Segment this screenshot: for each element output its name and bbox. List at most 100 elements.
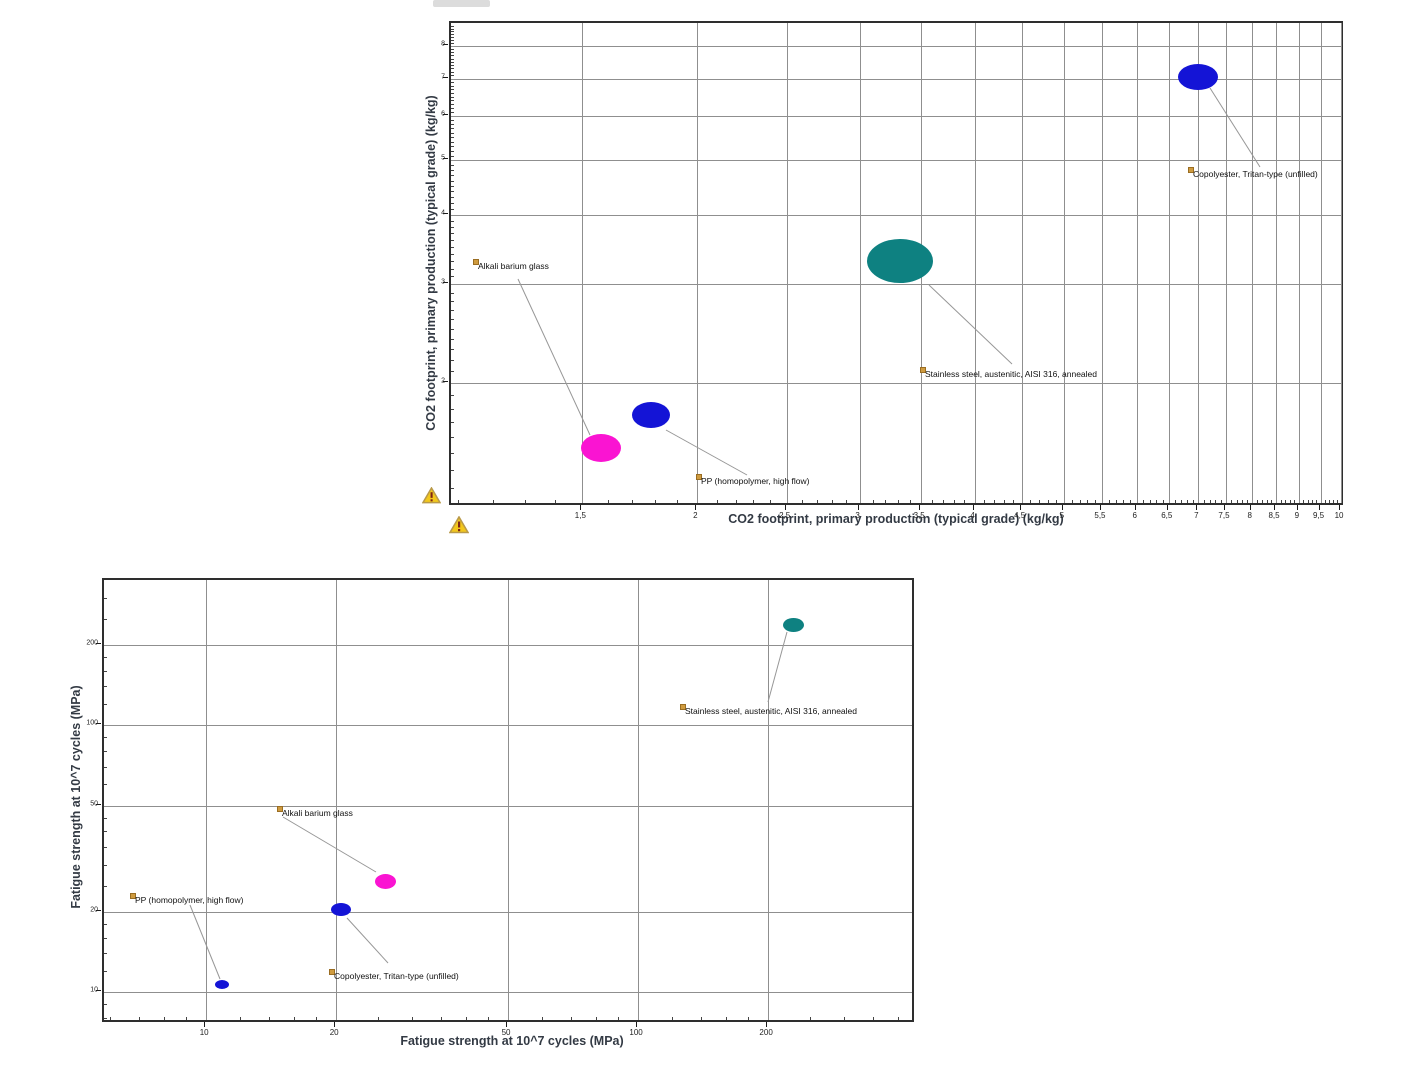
x-axis-major-tick [1134,505,1136,510]
x-axis-minor-tick [1079,500,1081,503]
bubble-alkali-barium-glass[interactable] [374,874,396,890]
label-marker-copolyester-tritan-type-unfilled [1188,167,1194,173]
x-axis-minor-tick [1303,500,1305,503]
warning-triangle-icon[interactable] [421,486,442,509]
x-axis-minor-tick [618,1017,620,1020]
x-axis-tick-label: 8 [1247,511,1253,520]
y-axis-minor-tick [451,61,454,63]
y-axis-tick-label: 6 [441,110,445,118]
material-label-pp-homopolymer-high-flow[interactable]: PP (homopolymer, high flow) [701,476,810,486]
y-axis-minor-tick [451,108,454,110]
bubble-copolyester-tritan-type-unfilled[interactable] [1178,63,1219,90]
material-label-copolyester-tritan-type-unfilled[interactable]: Copolyester, Tritan-type (unfilled) [1193,169,1318,179]
y-axis-minor-tick [104,766,107,768]
material-label-alkali-barium-glass[interactable]: Alkali barium glass [282,808,353,818]
x-axis-minor-tick [110,1017,112,1020]
x-axis-minor-tick [1055,500,1057,503]
material-label-pp-homopolymer-high-flow[interactable]: PP (homopolymer, high flow) [135,895,244,905]
y-axis-minor-tick [451,100,454,102]
gridline [1063,23,1065,503]
y-axis-minor-tick [451,71,454,73]
y-axis-minor-tick [451,268,454,270]
bubble-stainless-steel-austenitic-aisi-316-annealed[interactable] [783,617,804,632]
x-axis-minor-tick [735,500,737,503]
gridline [1320,23,1322,503]
bubble-pp-homopolymer-high-flow[interactable] [631,402,670,429]
y-axis-minor-tick [104,953,107,955]
bubble-alkali-barium-glass[interactable] [580,433,621,462]
gridline [1276,23,1278,503]
y-axis-minor-tick [451,52,454,54]
x-axis-tick-label: 8,5 [1268,511,1280,520]
gridline [974,23,976,503]
x-axis-major-tick [784,505,786,510]
y-axis-minor-tick [451,31,454,33]
material-label-stainless-steel-austenitic-aisi-316-annealed[interactable]: Stainless steel, austenitic, AISI 316, a… [925,369,1098,379]
x-axis-major-tick [1296,505,1298,510]
material-label-copolyester-tritan-type-unfilled[interactable]: Copolyester, Tritan-type (unfilled) [334,971,459,981]
x-axis-minor-tick [1087,500,1089,503]
label-marker-pp-homopolymer-high-flow [130,893,136,899]
material-label-stainless-steel-austenitic-aisi-316-annealed[interactable]: Stainless steel, austenitic, AISI 316, a… [685,706,858,716]
x-axis-minor-tick [672,1017,674,1020]
x-axis-major-tick [506,1022,508,1027]
x-axis-minor-tick [1324,500,1326,503]
gridline [859,23,861,503]
x-axis-minor-tick [525,500,527,503]
x-axis-minor-tick [1231,500,1233,503]
y-axis-minor-tick [451,348,454,350]
x-axis-minor-tick [873,1017,875,1020]
x-axis-major-tick [972,505,974,510]
x-axis-minor-tick [1328,500,1330,503]
bubble-pp-homopolymer-high-flow[interactable] [215,979,230,989]
x-axis-minor-tick [1215,500,1217,503]
callout-line-copolyester-tritan-type-unfilled [346,917,389,964]
y-axis-minor-tick [104,1004,107,1006]
y-axis-minor-tick [104,597,107,599]
x-axis-minor-tick [1130,500,1132,503]
x-axis-minor-tick [1289,500,1291,503]
y-axis-minor-tick [104,817,107,819]
material-label-alkali-barium-glass[interactable]: Alkali barium glass [478,261,549,271]
y-axis-minor-tick [451,68,454,70]
bubble-stainless-steel-austenitic-aisi-316-annealed[interactable] [867,239,934,284]
x-axis-tick-label: 20 [329,1028,339,1037]
x-axis-minor-tick [1236,500,1238,503]
x-axis-major-tick [334,1022,336,1027]
fatigue-chart-plot-area: PP (homopolymer, high flow) Copolyester, … [102,578,914,1022]
y-axis-minor-tick [451,196,454,198]
y-axis-minor-tick [104,864,107,866]
x-axis-major-tick [1196,505,1198,510]
x-axis-major-tick [1318,505,1320,510]
warning-triangle-icon[interactable] [448,515,470,539]
y-axis-minor-tick [104,924,107,926]
x-axis-major-tick [1339,505,1341,510]
y-axis-minor-tick [104,737,107,739]
y-axis-minor-tick [104,784,107,786]
y-axis-minor-tick [451,28,454,30]
x-axis-major-tick [695,505,697,510]
x-axis-minor-tick [1312,500,1313,503]
gridline [104,805,912,807]
x-axis-major-tick [919,505,921,510]
y-axis-minor-tick [451,120,454,122]
x-axis-minor-tick [845,500,847,503]
y-axis-tick-label: 10 [90,986,98,994]
y-axis-minor-tick [451,141,454,143]
gridline [1198,23,1200,503]
x-axis-minor-tick [994,500,996,503]
y-axis-minor-tick [451,233,454,235]
y-axis-minor-tick [451,58,454,60]
callout-line-alkali-barium-glass [282,816,377,873]
x-axis-minor-tick [831,500,833,503]
y-axis-major-tick [443,212,448,214]
gridline [451,284,1341,286]
y-axis-minor-tick [451,37,454,39]
x-axis-minor-tick [897,500,899,503]
y-axis-minor-tick [451,65,454,67]
label-marker-pp-homopolymer-high-flow [696,474,702,480]
bubble-copolyester-tritan-type-unfilled[interactable] [330,903,351,917]
x-axis-tick-label: 5,5 [1094,511,1106,520]
x-axis-major-tick [1099,505,1101,510]
x-axis-minor-tick [1316,500,1318,503]
